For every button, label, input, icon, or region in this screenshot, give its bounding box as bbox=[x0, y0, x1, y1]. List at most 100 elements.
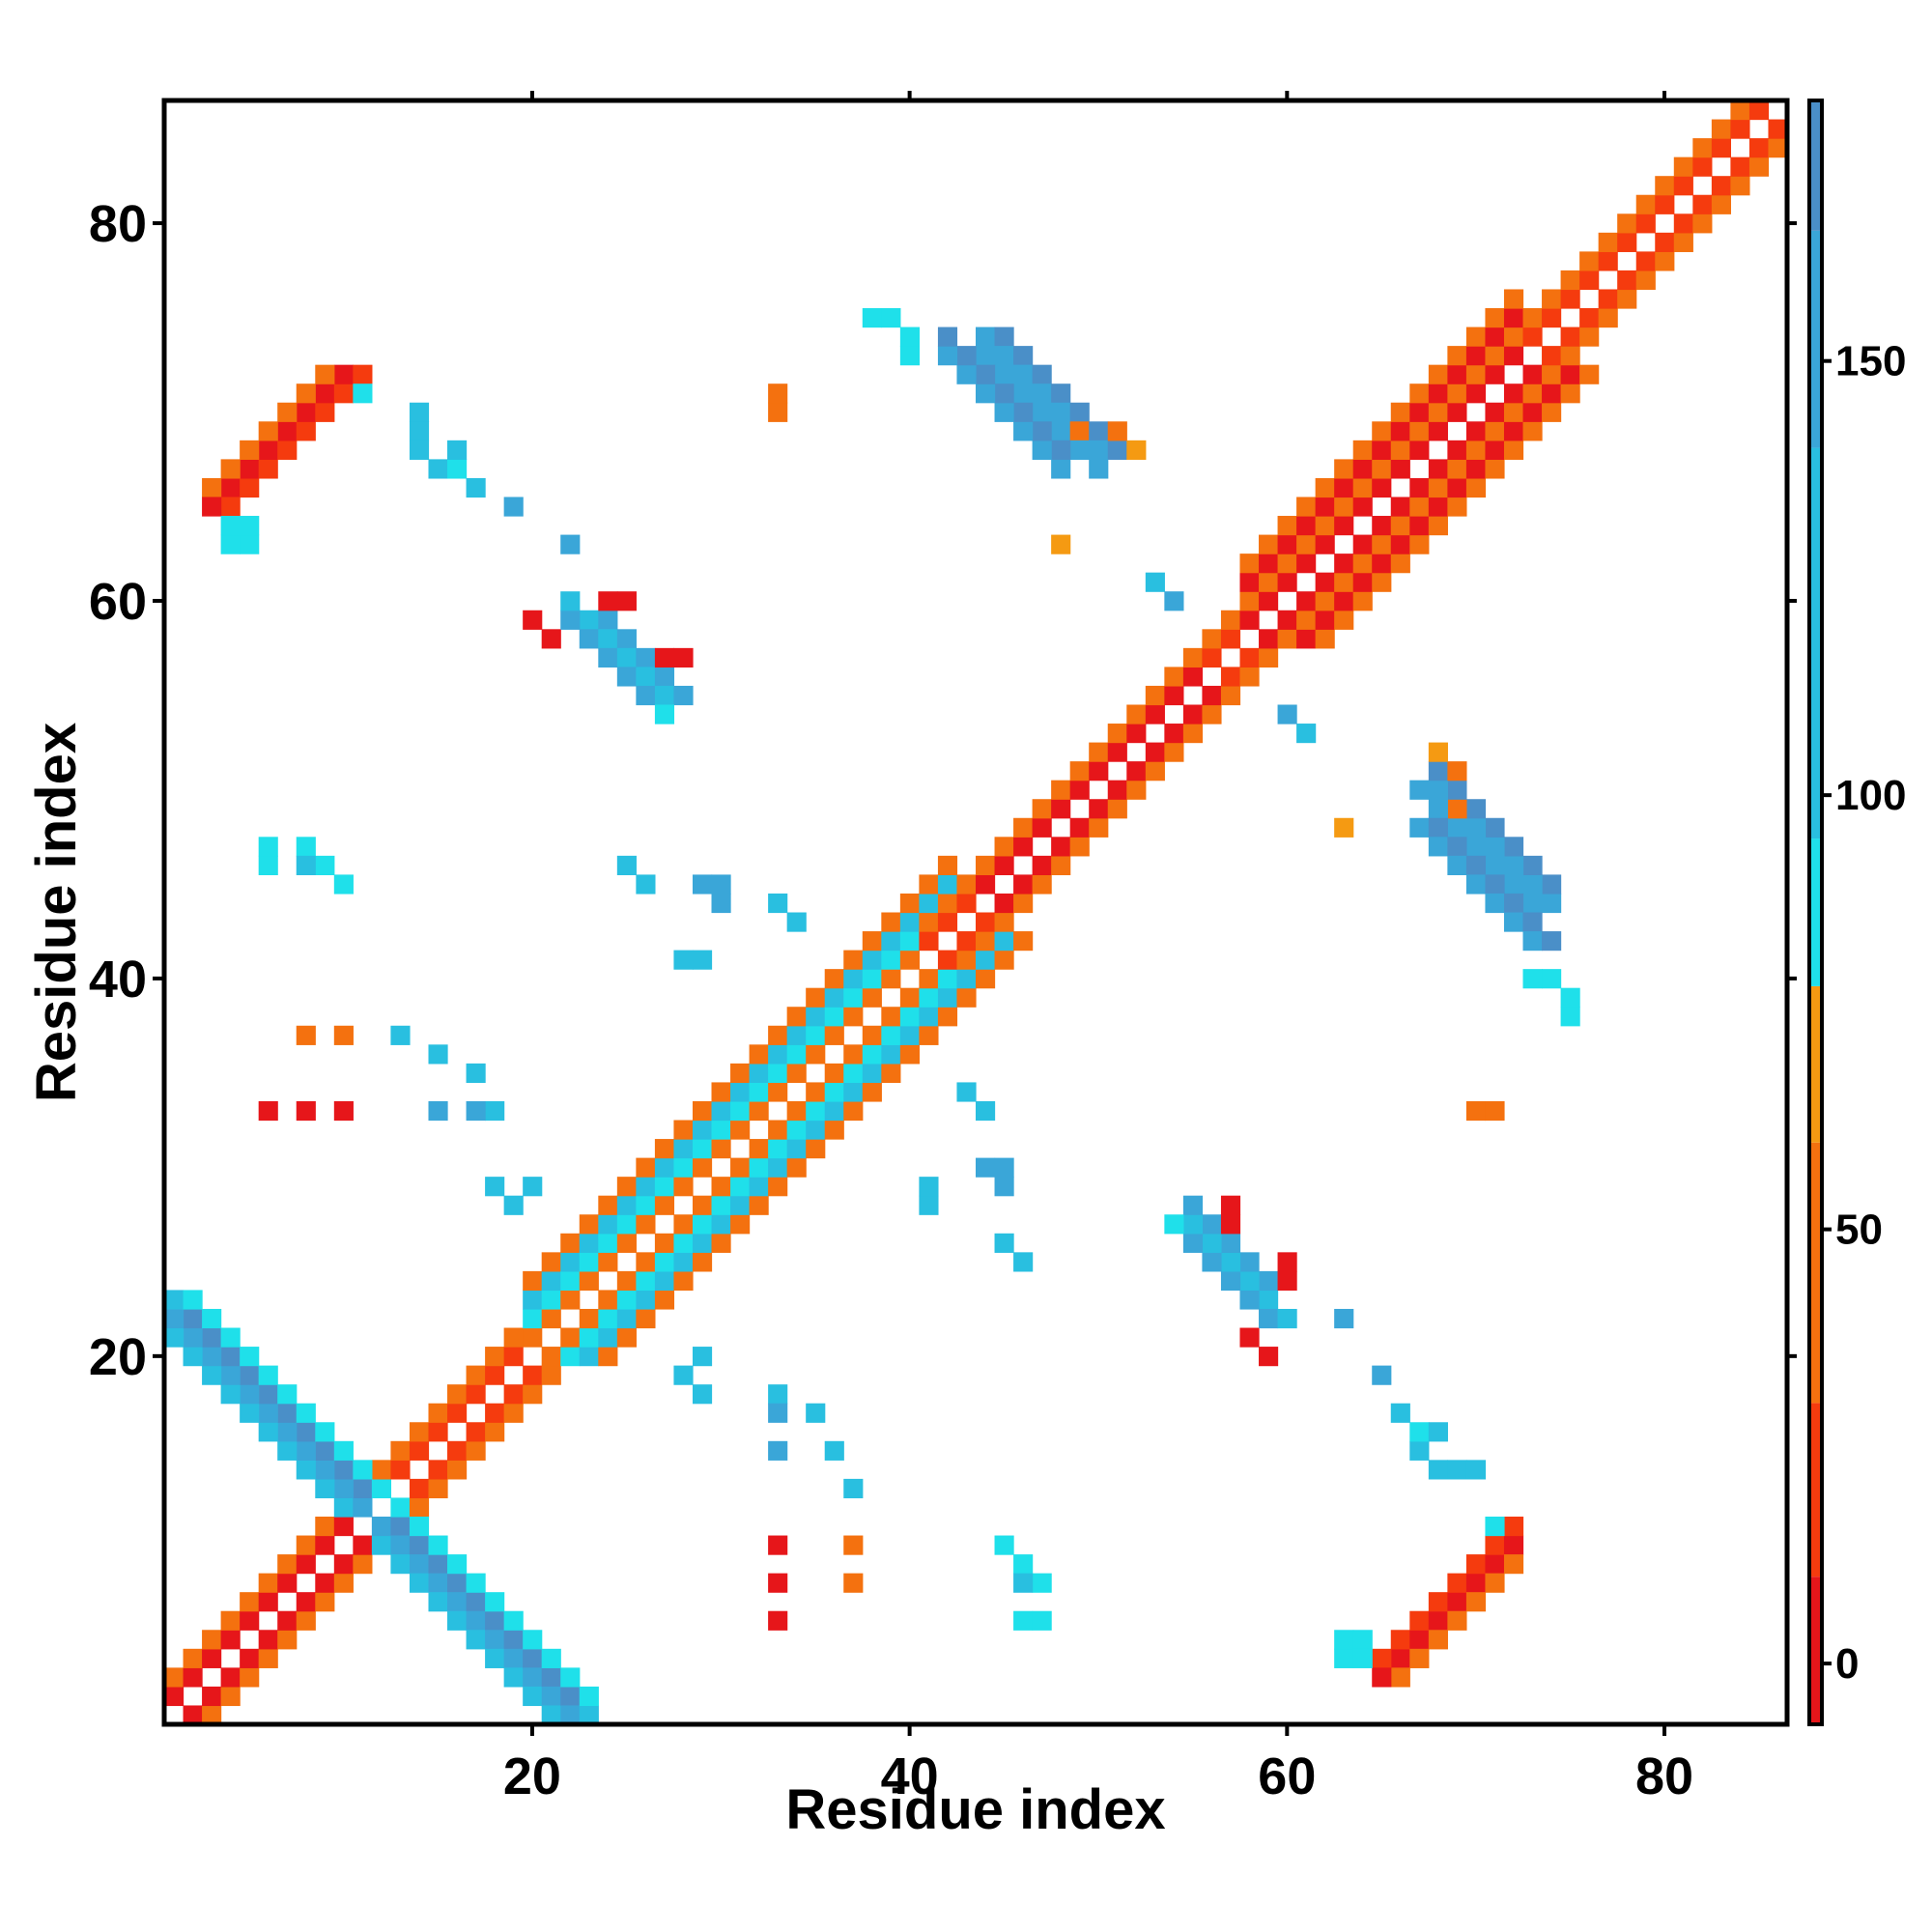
heatmap-cell bbox=[1522, 855, 1543, 876]
heatmap-cell bbox=[881, 931, 901, 952]
heatmap-cell bbox=[428, 1100, 448, 1122]
heatmap-cell bbox=[1390, 402, 1410, 422]
heatmap-cell bbox=[1617, 270, 1637, 291]
colorbar-tick-label: 100 bbox=[1835, 772, 1906, 819]
heatmap-cell bbox=[428, 1044, 448, 1065]
heatmap-cell bbox=[485, 1177, 505, 1197]
heatmap-cell bbox=[899, 950, 920, 970]
heatmap-cell bbox=[1089, 817, 1109, 838]
heatmap-cell bbox=[654, 1270, 675, 1292]
heatmap-cell bbox=[654, 704, 675, 724]
heatmap-cell bbox=[1051, 837, 1071, 857]
heatmap-cell bbox=[1560, 384, 1580, 404]
heatmap-cell bbox=[1372, 1648, 1392, 1668]
heatmap-cell bbox=[315, 402, 335, 422]
heatmap-cell bbox=[919, 987, 939, 1008]
heatmap-cell bbox=[1428, 497, 1448, 517]
heatmap-cell bbox=[371, 1478, 392, 1499]
heatmap-cell bbox=[541, 1252, 561, 1272]
heatmap-cell bbox=[1334, 477, 1354, 498]
heatmap-cell bbox=[1560, 987, 1580, 1008]
heatmap-cell bbox=[1465, 1573, 1487, 1593]
heatmap-cell bbox=[976, 384, 996, 404]
heatmap-cell bbox=[1107, 421, 1127, 441]
heatmap-cell bbox=[240, 1384, 260, 1405]
heatmap-cell bbox=[843, 1044, 864, 1065]
heatmap-cell bbox=[183, 1667, 203, 1688]
heatmap-cell bbox=[1485, 308, 1505, 328]
heatmap-cell bbox=[466, 1100, 486, 1122]
heatmap-cell bbox=[1277, 554, 1297, 574]
heatmap-cell bbox=[1542, 874, 1562, 895]
heatmap-cell bbox=[240, 459, 260, 479]
heatmap-cell bbox=[315, 1422, 335, 1442]
heatmap-cell bbox=[353, 1554, 373, 1575]
heatmap-cell bbox=[1145, 761, 1165, 781]
heatmap-cell bbox=[258, 1365, 278, 1385]
heatmap-cell bbox=[1126, 724, 1147, 744]
heatmap-cell bbox=[164, 1686, 185, 1707]
heatmap-cell bbox=[786, 1007, 807, 1027]
heatmap-cell bbox=[976, 1157, 996, 1178]
heatmap-cell bbox=[1013, 1252, 1034, 1272]
heatmap-cell bbox=[296, 1610, 316, 1631]
heatmap-cell bbox=[1522, 931, 1543, 952]
heatmap-cell bbox=[1485, 459, 1505, 479]
heatmap-cell bbox=[428, 1478, 448, 1499]
heatmap-cell bbox=[937, 969, 958, 989]
heatmap-cell bbox=[1617, 289, 1637, 309]
heatmap-cell bbox=[220, 1384, 241, 1405]
heatmap-cell bbox=[994, 364, 1014, 384]
heatmap-cell bbox=[749, 1177, 769, 1197]
heatmap-cell bbox=[258, 1592, 278, 1612]
heatmap-cell bbox=[862, 1025, 882, 1045]
heatmap-cell bbox=[1503, 855, 1524, 876]
heatmap-cell bbox=[768, 1063, 788, 1084]
heatmap-cell bbox=[824, 1063, 844, 1084]
heatmap-cell bbox=[976, 327, 996, 347]
heatmap-cell bbox=[296, 1025, 316, 1045]
heatmap-cell bbox=[1522, 364, 1543, 384]
heatmap-cell bbox=[711, 1082, 731, 1102]
heatmap-cell bbox=[240, 1365, 260, 1385]
heatmap-cell bbox=[183, 1308, 203, 1329]
colorbar: 0 50 100 150 bbox=[1807, 99, 1906, 1726]
colorbar-segment bbox=[1809, 447, 1822, 839]
heatmap-cell bbox=[1579, 270, 1600, 291]
heatmap-cell bbox=[428, 1592, 448, 1612]
heatmap-cell bbox=[333, 1460, 354, 1480]
heatmap-cell bbox=[447, 1592, 468, 1612]
heatmap-cell bbox=[1428, 1630, 1448, 1650]
heatmap-cell bbox=[616, 1214, 637, 1235]
heatmap-cell bbox=[937, 855, 958, 876]
heatmap-cell bbox=[1542, 346, 1562, 366]
heatmap-cell bbox=[1447, 837, 1467, 857]
heatmap-cell bbox=[1485, 346, 1505, 366]
heatmap-cell bbox=[447, 1440, 468, 1461]
heatmap-cell bbox=[541, 1667, 561, 1688]
heatmap-cell bbox=[1522, 327, 1543, 347]
heatmap-cell bbox=[1447, 1592, 1467, 1612]
heatmap-cell bbox=[1296, 534, 1317, 554]
heatmap-cell bbox=[806, 987, 826, 1008]
heatmap-cell bbox=[1013, 346, 1034, 366]
heatmap-cell bbox=[1560, 346, 1580, 366]
heatmap-cell bbox=[1315, 572, 1335, 592]
heatmap-cell bbox=[1296, 629, 1317, 649]
heatmap-cell bbox=[1220, 1214, 1241, 1235]
heatmap-cell bbox=[692, 1214, 713, 1235]
heatmap-cell bbox=[523, 1648, 543, 1668]
heatmap-cell bbox=[258, 459, 278, 479]
heatmap-cell bbox=[333, 1478, 354, 1499]
heatmap-cell bbox=[636, 1157, 656, 1178]
heatmap-cell bbox=[240, 1610, 260, 1631]
heatmap-cell bbox=[296, 1100, 316, 1122]
heatmap-cell bbox=[1579, 327, 1600, 347]
heatmap-cell bbox=[1655, 176, 1675, 196]
heatmap-cell bbox=[1220, 629, 1241, 649]
heatmap-cell bbox=[1390, 1630, 1410, 1650]
heatmap-cell bbox=[1542, 402, 1562, 422]
heatmap-cell bbox=[956, 346, 977, 366]
heatmap-cell bbox=[409, 1535, 430, 1555]
heatmap-cell bbox=[1655, 194, 1675, 214]
